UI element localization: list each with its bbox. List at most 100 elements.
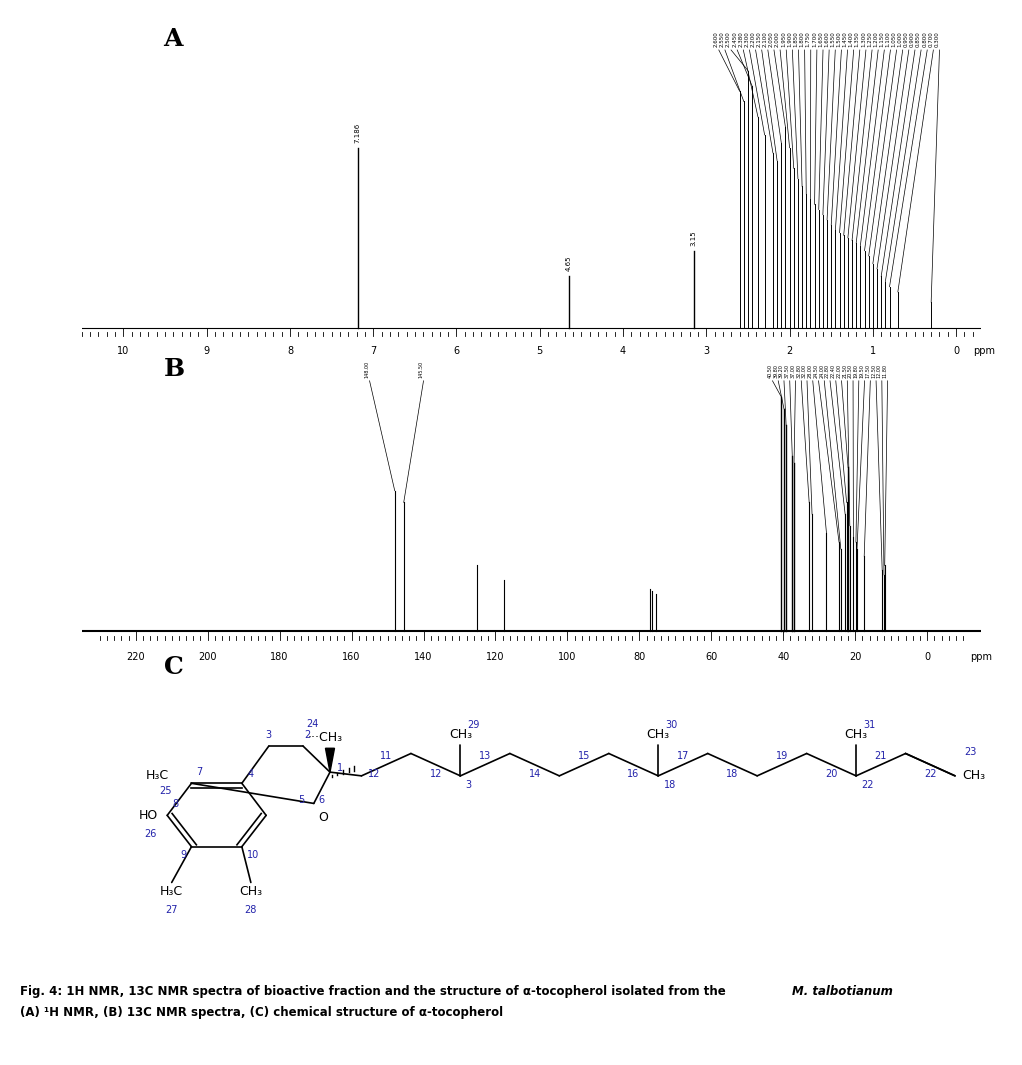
Text: 1.700: 1.700 bbox=[811, 32, 817, 48]
Text: 140: 140 bbox=[414, 652, 432, 662]
Text: 8: 8 bbox=[173, 800, 179, 809]
Text: 2: 2 bbox=[305, 731, 311, 740]
Text: 100: 100 bbox=[558, 652, 576, 662]
Text: 60: 60 bbox=[705, 652, 717, 662]
Text: 145.50: 145.50 bbox=[419, 361, 423, 378]
Text: 4.65: 4.65 bbox=[566, 256, 572, 272]
Text: Fig. 4: 1H NMR, 13C NMR spectra of bioactive fraction and the structure of α-toc: Fig. 4: 1H NMR, 13C NMR spectra of bioac… bbox=[20, 985, 731, 998]
Text: 9: 9 bbox=[203, 346, 210, 356]
Text: 3.15: 3.15 bbox=[691, 230, 697, 246]
Text: 1.600: 1.600 bbox=[824, 32, 829, 48]
Text: 1.900: 1.900 bbox=[787, 32, 792, 48]
Text: 37.00: 37.00 bbox=[790, 364, 795, 378]
Text: ppm: ppm bbox=[973, 346, 994, 356]
Text: 3: 3 bbox=[703, 346, 709, 356]
Text: 18: 18 bbox=[663, 780, 676, 789]
Text: 5: 5 bbox=[298, 794, 305, 805]
Text: 1.950: 1.950 bbox=[781, 32, 786, 48]
Text: 22.40: 22.40 bbox=[831, 364, 836, 378]
Text: 23: 23 bbox=[964, 748, 976, 757]
Text: (A) ¹H NMR, (B) 13C NMR spectra, (C) chemical structure of α-tocopherol: (A) ¹H NMR, (B) 13C NMR spectra, (C) che… bbox=[20, 1006, 504, 1019]
Text: 8: 8 bbox=[287, 346, 293, 356]
Text: 0: 0 bbox=[924, 652, 930, 662]
Text: 0.950: 0.950 bbox=[903, 32, 909, 48]
Text: ppm: ppm bbox=[970, 652, 992, 662]
Text: 11.80: 11.80 bbox=[883, 364, 887, 378]
Text: 1: 1 bbox=[870, 346, 876, 356]
Text: 1: 1 bbox=[337, 764, 343, 773]
Text: HO: HO bbox=[139, 808, 158, 822]
Text: 28: 28 bbox=[244, 905, 257, 915]
Text: 26: 26 bbox=[144, 829, 156, 839]
Text: 1.000: 1.000 bbox=[897, 32, 902, 48]
Text: 2.150: 2.150 bbox=[756, 32, 761, 48]
Text: 12.50: 12.50 bbox=[871, 364, 876, 378]
Text: 19: 19 bbox=[776, 751, 788, 760]
Text: 148.00: 148.00 bbox=[365, 361, 370, 378]
Text: 2.200: 2.200 bbox=[750, 32, 755, 48]
Text: 12.00: 12.00 bbox=[877, 364, 882, 378]
Text: 1.800: 1.800 bbox=[799, 32, 804, 48]
Text: 29: 29 bbox=[468, 720, 480, 730]
Text: 22.00: 22.00 bbox=[837, 364, 841, 378]
Text: 11: 11 bbox=[380, 751, 392, 760]
Text: 9: 9 bbox=[180, 850, 186, 861]
Text: 22.80: 22.80 bbox=[825, 364, 830, 378]
Text: 2.600: 2.600 bbox=[713, 32, 718, 48]
Text: 2.300: 2.300 bbox=[744, 32, 749, 48]
Text: 24.50: 24.50 bbox=[814, 364, 819, 378]
Text: 12: 12 bbox=[368, 769, 380, 779]
Text: 3: 3 bbox=[266, 731, 272, 740]
Text: 30: 30 bbox=[665, 720, 678, 730]
Text: 2.500: 2.500 bbox=[726, 32, 731, 48]
Text: B: B bbox=[164, 357, 185, 381]
Text: 18: 18 bbox=[727, 769, 739, 779]
Text: 1.750: 1.750 bbox=[805, 32, 810, 48]
Text: 200: 200 bbox=[198, 652, 217, 662]
Text: 4: 4 bbox=[247, 769, 253, 779]
Text: 6: 6 bbox=[454, 346, 460, 356]
Text: 20.50: 20.50 bbox=[848, 364, 853, 378]
Text: 37.50: 37.50 bbox=[785, 364, 790, 378]
Text: 6: 6 bbox=[318, 794, 324, 805]
Text: 24.00: 24.00 bbox=[820, 364, 825, 378]
Text: 0.300: 0.300 bbox=[934, 32, 939, 48]
Text: 24: 24 bbox=[306, 719, 318, 728]
Text: CH₃: CH₃ bbox=[844, 727, 868, 741]
Text: 27: 27 bbox=[166, 905, 178, 915]
Text: 17.50: 17.50 bbox=[866, 364, 871, 378]
Text: CH₃: CH₃ bbox=[647, 727, 669, 741]
Text: 2.100: 2.100 bbox=[762, 32, 768, 48]
Text: 7.186: 7.186 bbox=[355, 122, 361, 143]
Text: 40.50: 40.50 bbox=[768, 364, 773, 378]
Text: 1.100: 1.100 bbox=[885, 32, 890, 48]
Text: 21.50: 21.50 bbox=[842, 364, 847, 378]
Text: H₃C: H₃C bbox=[146, 769, 169, 783]
Text: 7: 7 bbox=[370, 346, 376, 356]
Text: 28.00: 28.00 bbox=[807, 364, 812, 378]
Text: 0.700: 0.700 bbox=[928, 32, 933, 48]
Text: 20: 20 bbox=[849, 652, 862, 662]
Text: 2.000: 2.000 bbox=[775, 32, 780, 48]
Text: 1.250: 1.250 bbox=[867, 32, 872, 48]
Text: A: A bbox=[164, 27, 183, 51]
Text: 12: 12 bbox=[429, 769, 442, 779]
Text: 22: 22 bbox=[862, 780, 874, 789]
Text: 2.050: 2.050 bbox=[769, 32, 774, 48]
Text: 19.80: 19.80 bbox=[853, 364, 858, 378]
Text: 5: 5 bbox=[537, 346, 543, 356]
Text: 25: 25 bbox=[159, 786, 172, 796]
Text: 14: 14 bbox=[528, 769, 541, 779]
Text: 0.800: 0.800 bbox=[922, 32, 927, 48]
Text: 20: 20 bbox=[825, 769, 838, 779]
Text: 7: 7 bbox=[196, 768, 202, 777]
Text: 22: 22 bbox=[924, 769, 936, 779]
Text: 40: 40 bbox=[777, 652, 789, 662]
Text: 2.380: 2.380 bbox=[738, 32, 743, 48]
Text: 31: 31 bbox=[864, 720, 876, 730]
Text: 120: 120 bbox=[486, 652, 505, 662]
Text: 1.450: 1.450 bbox=[842, 32, 847, 48]
Text: 1.200: 1.200 bbox=[873, 32, 878, 48]
Text: C: C bbox=[164, 655, 183, 679]
Text: 32.00: 32.00 bbox=[802, 364, 807, 378]
